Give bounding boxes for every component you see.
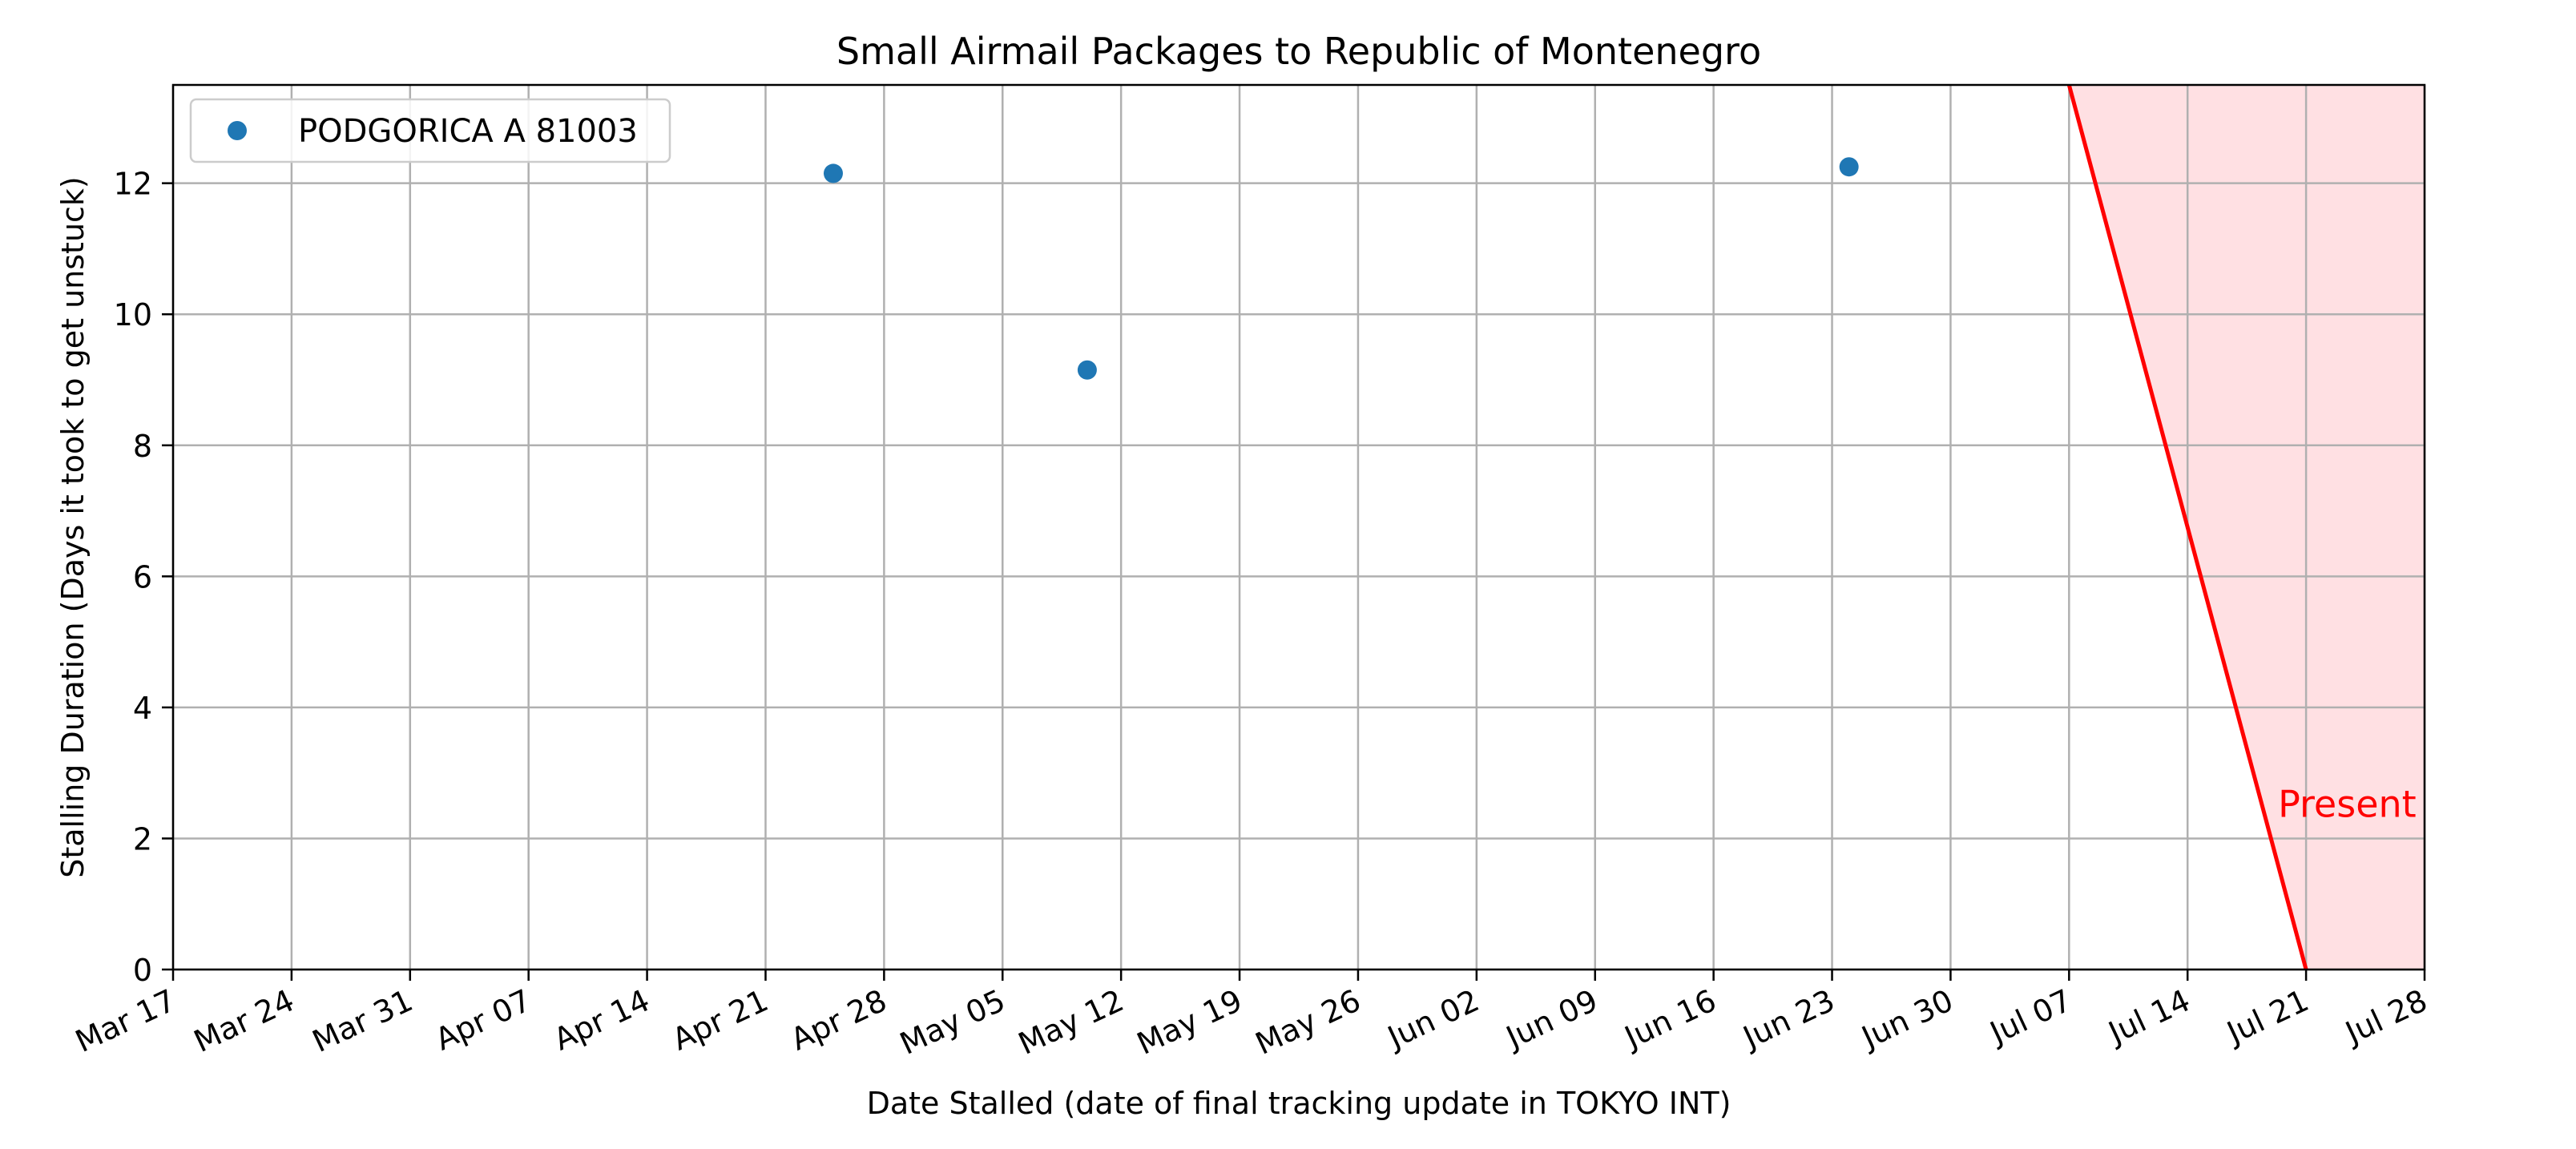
present-line <box>2066 84 2308 970</box>
present-shaded-region <box>2069 85 2425 970</box>
legend: PODGORICA A 81003 <box>189 98 671 163</box>
legend-label: PODGORICA A 81003 <box>298 113 638 150</box>
y-tick-label: 8 <box>133 429 152 464</box>
chart-title: Small Airmail Packages to Republic of Mo… <box>836 30 1761 73</box>
y-tick-label: 4 <box>133 691 152 726</box>
present-label: Present <box>2278 783 2417 826</box>
legend-box <box>189 98 671 163</box>
x-axis-label: Date Stalled (date of final tracking upd… <box>867 1086 1731 1121</box>
data-point <box>823 163 843 183</box>
y-tick-label: 0 <box>133 953 152 988</box>
y-tick-label: 12 <box>114 167 152 202</box>
y-tick-label: 6 <box>133 559 152 595</box>
plot-frame <box>171 83 2426 971</box>
y-axis-label: Stalling Duration (Days it took to get u… <box>55 176 91 878</box>
data-point <box>1077 360 1097 380</box>
y-tick-label: 10 <box>114 297 152 333</box>
legend-marker <box>228 121 247 140</box>
data-point <box>1839 157 1859 177</box>
y-tick-label: 2 <box>133 821 152 857</box>
